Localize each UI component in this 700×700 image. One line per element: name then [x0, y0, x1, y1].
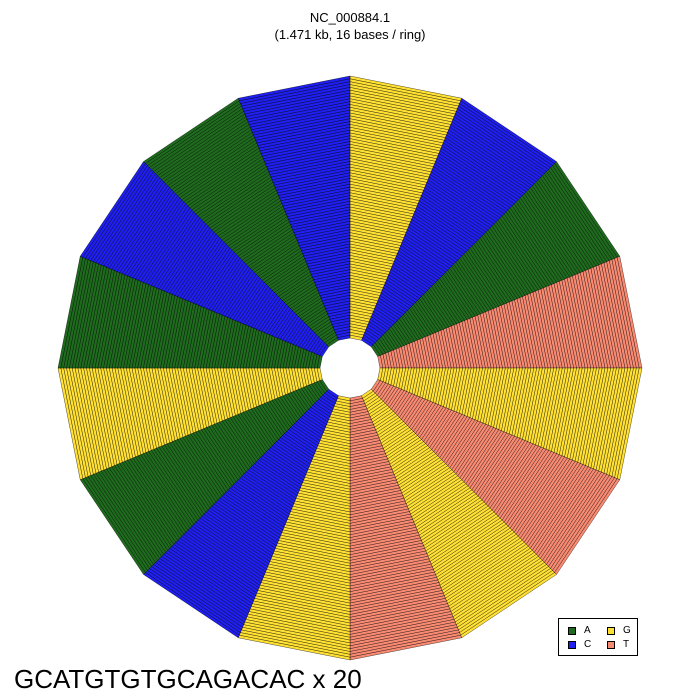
chart-title-block: NC_000884.1 (1.471 kb, 16 bases / ring)	[0, 9, 700, 43]
chart-title: NC_000884.1	[309, 10, 391, 25]
legend-item-a: A	[568, 625, 591, 637]
legend-swatch-a	[568, 627, 576, 635]
legend-swatch-t	[607, 641, 615, 649]
legend-label-t: T	[623, 639, 630, 650]
ring-segments	[57, 75, 643, 661]
legend-label-a: A	[584, 625, 591, 636]
base-segment	[337, 334, 351, 341]
legend-item-t: T	[607, 639, 629, 651]
legend-label-g: G	[623, 625, 631, 636]
chart-subtitle: (1.471 kb, 16 bases / ring)	[274, 27, 426, 42]
legend-swatch-c	[568, 641, 576, 649]
legend-item-c: C	[568, 639, 591, 651]
legend: A G C T	[558, 618, 638, 656]
legend-swatch-g	[607, 627, 615, 635]
legend-label-c: C	[584, 639, 592, 650]
legend-item-g: G	[607, 625, 631, 637]
repeat-caption: GCATGTGTGCAGACAC x 20	[14, 664, 362, 694]
